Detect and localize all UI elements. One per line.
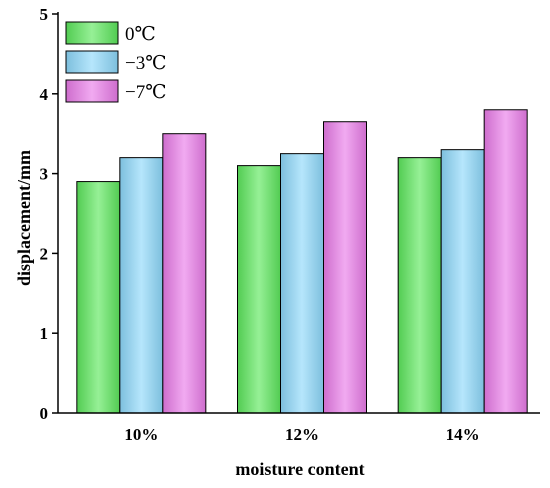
legend-label-0: 0℃	[125, 24, 156, 45]
bar-12pct-series-1	[280, 153, 324, 414]
legend-swatch-0	[65, 21, 119, 45]
bars-group	[76, 109, 528, 414]
legend-swatch-2	[65, 79, 119, 103]
y-tick-label: 0	[40, 404, 49, 423]
bar-12pct-series-2	[323, 121, 367, 414]
x-tick-label: 10%	[124, 425, 158, 444]
y-tick-label: 3	[40, 165, 49, 184]
x-axis-title: moisture content	[235, 459, 364, 479]
axes-group: 0 1 2 3 4 5 10% 12% 14%	[40, 5, 540, 444]
legend-label-2: −7℃	[125, 82, 166, 103]
y-tick-label: 4	[40, 85, 49, 104]
bar-14pct-series-0	[397, 157, 442, 414]
bar-10pct-series-2	[162, 133, 207, 414]
legend-swatch-1	[65, 50, 119, 74]
legend: 0℃ −3℃ −7℃	[65, 21, 166, 103]
y-axis-title: displacement/mm	[14, 150, 34, 286]
bar-10pct-series-1	[119, 157, 164, 414]
bar-10pct-series-0	[76, 181, 121, 414]
bar-14pct-series-2	[483, 109, 528, 414]
bar-12pct-series-0	[237, 165, 281, 414]
y-tick-label: 5	[40, 5, 49, 24]
y-tick-label: 2	[40, 244, 49, 263]
y-tick-label: 1	[40, 324, 49, 343]
bar-14pct-series-1	[440, 149, 485, 414]
x-tick-label: 14%	[446, 425, 480, 444]
x-tick-label: 12%	[285, 425, 319, 444]
legend-label-1: −3℃	[125, 53, 166, 74]
